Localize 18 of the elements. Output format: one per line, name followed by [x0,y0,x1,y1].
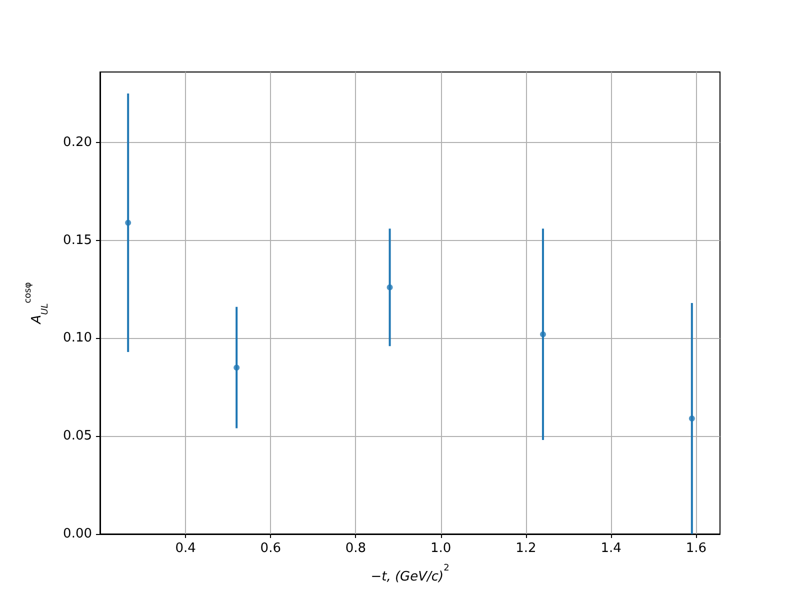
point [386,284,393,290]
x-tick-label: 0.4 [175,541,196,556]
point [540,331,546,338]
y-tick-label: 0.10 [63,330,92,346]
x-tick-label: 1.4 [600,541,622,556]
y-axis-title: AULcosφ [24,282,50,325]
x-tick-label: 0.8 [345,541,366,556]
point [688,416,695,422]
y-tick-label: 0.20 [63,134,92,150]
point [234,364,240,371]
y-tick-label: 0.05 [63,428,92,444]
y-tick-label: 0.15 [63,232,92,248]
x-tick-label: 1.0 [430,541,452,556]
y-tick-label: 0.00 [63,526,92,542]
x-tick-label: 0.6 [260,541,281,556]
point [125,220,132,226]
x-tick-label: 1.6 [686,541,707,556]
x-tick-label: 1.2 [516,541,536,556]
